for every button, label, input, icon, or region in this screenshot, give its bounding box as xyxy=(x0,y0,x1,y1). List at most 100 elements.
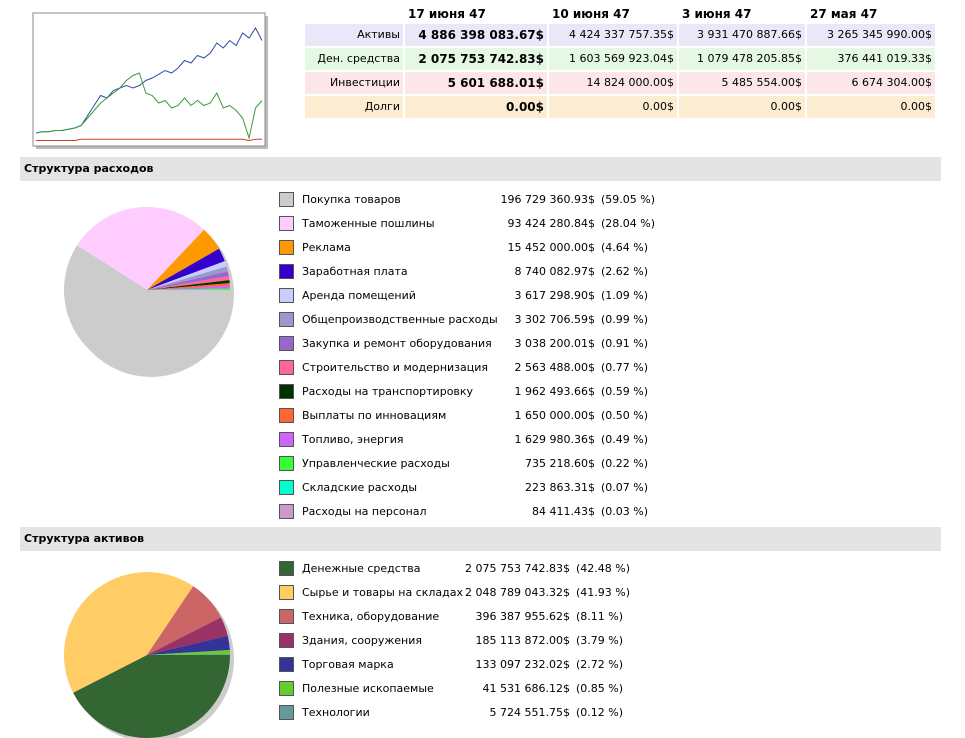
legend-share: (0.12 %) xyxy=(576,706,624,719)
pie-slice xyxy=(73,655,230,738)
legend-name: Выплаты по инновациям xyxy=(302,409,447,422)
pie-slice xyxy=(147,248,225,290)
legend-amount: 1 650 000.00$ xyxy=(514,409,595,422)
section-title: Структура расходов xyxy=(20,157,941,181)
legend-name: Полезные ископаемые xyxy=(302,682,434,695)
sparkline-line xyxy=(36,138,262,142)
pie-slice xyxy=(147,229,220,290)
legend-swatch xyxy=(279,192,294,207)
legend-name: Покупка товаров xyxy=(302,193,401,206)
legend-swatch xyxy=(279,657,294,672)
column-header: 17 июня 47 xyxy=(408,7,486,21)
legend-swatch xyxy=(279,264,294,279)
pie-slice xyxy=(147,617,228,655)
legend-swatch xyxy=(279,633,294,648)
legend-name: Складские расходы xyxy=(302,481,418,494)
value-cell: 0.00$ xyxy=(679,96,805,118)
legend-share: (0.85 %) xyxy=(576,682,624,695)
legend-name: Техника, оборудование xyxy=(302,610,440,623)
legend-share: (0.99 %) xyxy=(601,313,649,326)
legend-share: (28.04 %) xyxy=(601,217,656,230)
legend-share: (0.07 %) xyxy=(601,481,649,494)
pie-slice xyxy=(147,649,230,655)
legend-amount: 3 302 706.59$ xyxy=(514,313,595,326)
value-cell: 5 601 688.01$ xyxy=(405,72,547,94)
sparkline-line xyxy=(35,72,263,140)
value-cell: 1 079 478 205.85$ xyxy=(679,48,805,70)
legend-name: Технологии xyxy=(302,706,370,719)
legend-swatch xyxy=(279,288,294,303)
value-cell: 376 441 019.33$ xyxy=(807,48,935,70)
legend-share: (0.59 %) xyxy=(601,385,649,398)
value-cell: 0.00$ xyxy=(807,96,935,118)
legend-share: (8.11 %) xyxy=(576,610,624,623)
legend-name: Таможенные пошлины xyxy=(302,217,435,230)
pie-slice xyxy=(147,288,230,290)
legend-name: Сырье и товары на складах xyxy=(302,586,464,599)
pie-slice xyxy=(147,271,229,290)
value-cell: 0.00$ xyxy=(405,96,547,118)
legend-amount: 3 038 200.01$ xyxy=(514,337,595,350)
legend-swatch xyxy=(279,480,294,495)
legend-share: (1.09 %) xyxy=(601,289,649,302)
legend-amount: 5 724 551.75$ xyxy=(489,706,570,719)
legend-name: Строительство и модернизация xyxy=(302,361,489,374)
legend-share: (41.93 %) xyxy=(576,586,631,599)
value-cell: 6 674 304.00$ xyxy=(807,72,935,94)
value-cell: 4 424 337 757.35$ xyxy=(549,24,677,46)
legend-share: (4.64 %) xyxy=(601,241,649,254)
pie-slice xyxy=(147,283,230,290)
value-cell: 3 931 470 887.66$ xyxy=(679,24,805,46)
pie-slice xyxy=(147,289,230,290)
legend-amount: 3 617 298.90$ xyxy=(514,289,595,302)
legend-amount: 41 531 686.12$ xyxy=(482,682,570,695)
row-label: Инвестиции xyxy=(305,72,403,94)
section-title: Структура активов xyxy=(20,527,941,551)
legend-name: Аренда помещений xyxy=(302,289,416,302)
pie-slice xyxy=(147,261,227,290)
legend-amount: 8 740 082.97$ xyxy=(514,265,595,278)
legend-amount: 2 563 488.00$ xyxy=(514,361,595,374)
legend-swatch xyxy=(279,504,294,519)
legend-amount: 93 424 280.84$ xyxy=(507,217,595,230)
legend-swatch xyxy=(279,360,294,375)
legend-share: (2.72 %) xyxy=(576,658,624,671)
pie-slice xyxy=(147,276,230,290)
legend-share: (0.77 %) xyxy=(601,361,649,374)
legend-amount: 84 411.43$ xyxy=(532,505,595,518)
legend-amount: 1 962 493.66$ xyxy=(514,385,595,398)
row-label: Ден. средства xyxy=(305,48,403,70)
legend-share: (3.79 %) xyxy=(576,634,624,647)
value-cell: 2 075 753 742.83$ xyxy=(405,48,547,70)
pie-slice xyxy=(147,280,230,290)
pie-slice xyxy=(147,586,222,655)
legend-share: (0.91 %) xyxy=(601,337,649,350)
legend-name: Здания, сооружения xyxy=(302,634,422,647)
value-cell: 3 265 345 990.00$ xyxy=(807,24,935,46)
legend-name: Закупка и ремонт оборудования xyxy=(302,337,492,350)
legend-name: Реклама xyxy=(302,241,351,254)
value-cell: 14 824 000.00$ xyxy=(549,72,677,94)
column-header: 3 июня 47 xyxy=(682,7,752,21)
legend-name: Денежные средства xyxy=(302,562,421,575)
pie-slice xyxy=(77,207,205,290)
column-header: 10 июня 47 xyxy=(552,7,630,21)
value-cell: 1 603 569 923.04$ xyxy=(549,48,677,70)
legend-share: (59.05 %) xyxy=(601,193,656,206)
pie-slice xyxy=(147,654,230,655)
legend-swatch xyxy=(279,216,294,231)
pie-slice xyxy=(147,635,230,655)
legend-share: (42.48 %) xyxy=(576,562,631,575)
legend-swatch xyxy=(279,312,294,327)
legend-name: Торговая марка xyxy=(302,658,394,671)
legend-swatch xyxy=(279,561,294,576)
legend-swatch xyxy=(279,705,294,720)
legend-swatch xyxy=(279,585,294,600)
column-header: 27 мая 47 xyxy=(810,7,878,21)
pie-slice xyxy=(64,572,194,693)
legend-share: (0.50 %) xyxy=(601,409,649,422)
value-cell: 0.00$ xyxy=(549,96,677,118)
legend-swatch xyxy=(279,456,294,471)
